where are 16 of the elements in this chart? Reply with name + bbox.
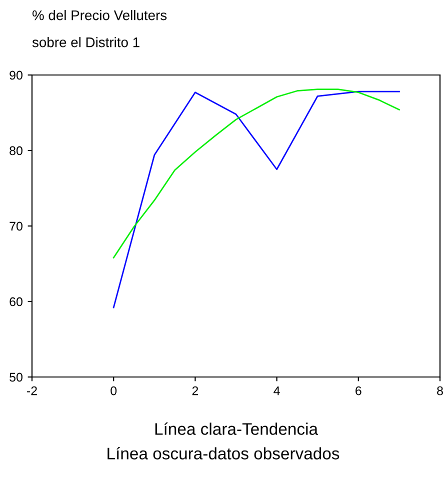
y-tick-label: 70 bbox=[10, 222, 22, 231]
y-tick-label: 50 bbox=[10, 372, 22, 382]
x-tick-label: 2 bbox=[192, 386, 198, 396]
x-tick-label: 0 bbox=[110, 386, 117, 396]
x-tick-label: -2 bbox=[27, 386, 37, 396]
y-tick-label: 60 bbox=[10, 297, 22, 306]
x-tick-label: 8 bbox=[437, 386, 443, 396]
y-tick-label: 80 bbox=[10, 146, 22, 156]
x-axis-title: Línea clara-Tendencia bbox=[155, 422, 318, 435]
chart-title: % del Precio Velluters sobre el Distrito 1 bbox=[32, 10, 167, 48]
x-tick-label: 6 bbox=[356, 386, 362, 396]
y-tick-label: 90 bbox=[10, 70, 22, 80]
line-series bbox=[112, 90, 400, 308]
line-series bbox=[112, 88, 400, 258]
text: Línea oscura-datos observados bbox=[108, 447, 340, 460]
x-tick-label: 4 bbox=[274, 386, 280, 396]
